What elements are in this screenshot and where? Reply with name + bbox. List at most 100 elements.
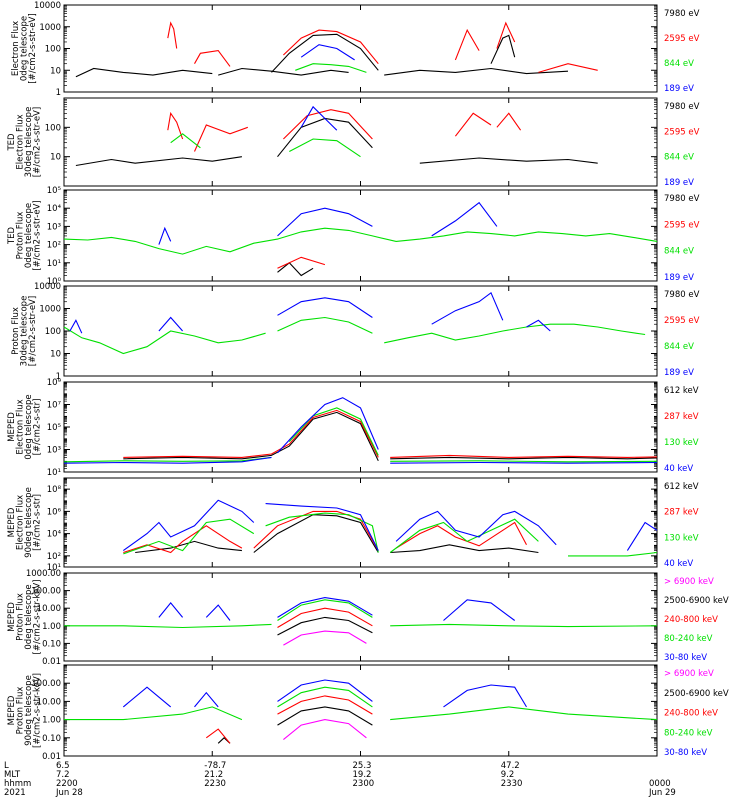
series-line [277,599,373,621]
series-line [384,67,569,76]
series-line [277,256,326,269]
series-line [277,207,373,237]
y-tick-label: 10000 [34,282,61,292]
series-line [253,514,379,553]
y-tick-label: 10³ [47,222,61,232]
x-tick-label: 19.2 [353,770,372,780]
series-line [454,112,492,137]
series-line [390,623,658,628]
y-axis-label: Proton Flux [16,212,26,260]
y-axis-label: [#/cm2-s-str-keV] [33,580,43,655]
y-tick-label: 10⁴ [47,530,62,540]
x-row-label: 2021 [4,788,26,798]
y-tick-label: 0.10 [42,734,61,744]
series-line [193,124,248,152]
series-line [496,112,522,131]
series-line [443,684,527,708]
x-tick-label: Jun 28 [55,788,83,798]
legend-entry: 2500-6900 keV [664,596,729,606]
y-axis-label: MEPED [7,507,17,537]
y-axis-label: Electron Flux [11,21,21,76]
y-axis-label: TED [7,226,17,245]
series-line [443,599,516,621]
series-line [538,63,598,73]
y-tick-label: 10⁹ [47,378,62,388]
series-line [288,407,379,456]
series-line [390,454,658,458]
y-tick-label: 10¹ [47,259,61,269]
series-line [194,691,219,708]
series-line [63,227,658,255]
y-tick-label: 10⁷ [47,401,62,411]
series-line [390,456,658,460]
y-tick-label: 10⁴ [47,204,62,214]
y-axis-label: MEPED [7,412,17,442]
series-line [277,706,373,726]
series-line [122,686,172,708]
series-line [496,21,516,49]
legend-entry: 612 keV [664,482,699,492]
y-axis-label: Proton Flux [11,307,21,355]
x-tick-label: 25.3 [353,761,372,771]
legend-entry: 7980 eV [664,9,700,19]
y-axis-label: [#/cm2-s-str-keV] [33,673,43,748]
y-tick-label: 100 [45,45,61,55]
y-axis-label: 30deg telescope [24,107,34,178]
legend-entry: 844 eV [664,59,694,69]
series-line [123,525,243,554]
y-axis-label: Electron Flux [16,114,26,169]
series-line [277,695,373,715]
y-axis-label: 0deg telescope [20,16,30,81]
series-line [283,719,367,741]
series-line [265,512,379,553]
series-line [289,138,361,158]
series-line [431,291,504,325]
series-line [123,411,379,462]
series-line [277,262,314,277]
series-line [194,50,231,67]
series-line [205,604,231,621]
y-axis-label: Electron Flux [16,399,26,454]
x-tick-label: 2230 [204,779,226,789]
legend-entry: 189 eV [664,178,694,188]
series-line [277,607,373,628]
series-line [205,728,231,744]
series-line [395,510,557,546]
y-axis-label: [#/cm2-s-str-eV] [33,107,43,177]
series-line [63,456,272,464]
y-tick-label: 0.01 [42,752,61,762]
panel-frame [63,189,658,282]
x-tick-label: 2200 [56,779,78,789]
legend-entry: 80-240 keV [664,728,713,738]
legend-entry: 844 eV [664,247,694,257]
y-tick-label: 10⁵ [47,186,61,196]
panel-frame [63,285,658,377]
y-axis-label: 90deg telescope [24,487,34,558]
y-tick-label: 100.00 [31,587,61,597]
y-axis-label: 0deg telescope [24,203,34,268]
series-line [167,111,184,140]
panel-7: 0.01 0.10 1.00 10.00 100.00 1000.00 MEPEDProto… [7,569,729,667]
series-line [122,499,255,552]
legend-entry: 7980 eV [664,290,700,300]
series-line [158,226,172,245]
legend-entry: 130 keV [664,438,699,448]
series-line [167,21,178,49]
y-tick-label: 10⁰ [47,277,62,287]
x-row-label: L [4,761,9,771]
y-axis-label: [#/cm2-s-str] [33,494,43,551]
series-line [390,544,539,554]
series-line [277,597,373,618]
y-tick-label: 10.00 [37,697,61,707]
legend-entry: > 6900 keV [664,669,714,679]
series-line [277,679,373,702]
y-tick-label: 10¹ [47,563,61,573]
series-line [63,326,266,355]
series-line [277,686,373,708]
legend-entry: 7980 eV [664,102,700,112]
